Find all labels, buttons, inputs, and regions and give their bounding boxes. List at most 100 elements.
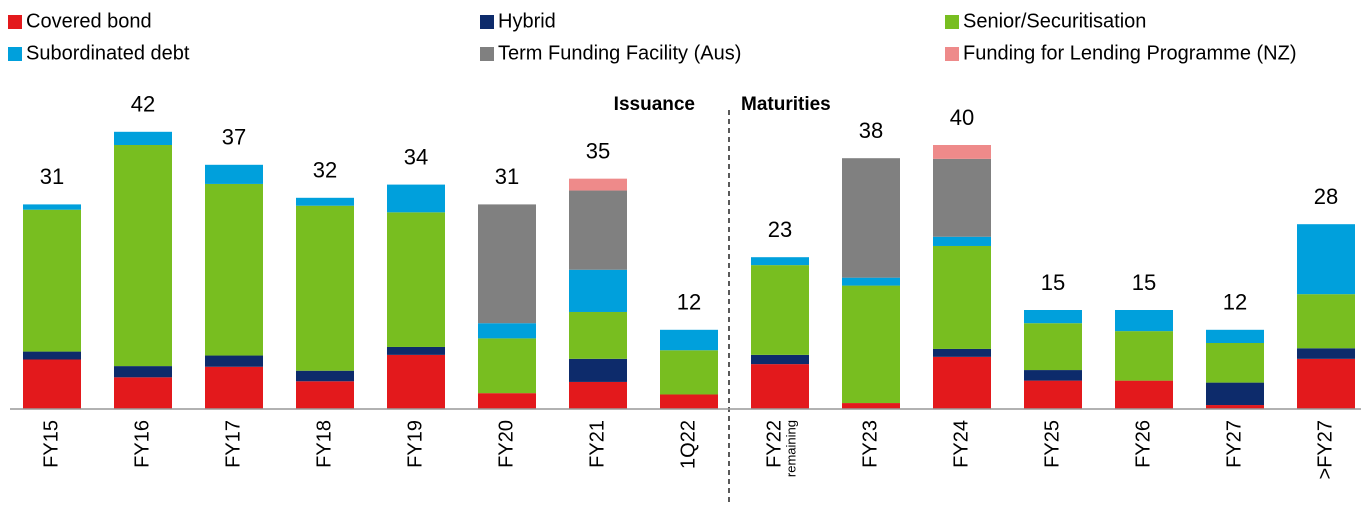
bar-segment bbox=[569, 190, 627, 270]
bar-segment bbox=[933, 348, 991, 357]
bar-segment bbox=[1115, 310, 1173, 332]
bar-segment bbox=[1206, 329, 1264, 343]
bar-segment bbox=[933, 158, 991, 237]
bar-segment bbox=[751, 265, 809, 355]
bar-segment bbox=[751, 354, 809, 365]
legend-label: Hybrid bbox=[498, 10, 556, 32]
x-tick-label: FY26 bbox=[1132, 420, 1154, 468]
bar-segment bbox=[387, 212, 445, 347]
bar-segment bbox=[205, 164, 263, 184]
bar-segment bbox=[660, 394, 718, 409]
legend-label: Funding for Lending Programme (NZ) bbox=[963, 42, 1296, 64]
bar-segment bbox=[296, 370, 354, 382]
bar-segment bbox=[569, 358, 627, 382]
total-label: 12 bbox=[677, 290, 701, 315]
total-label: 15 bbox=[1041, 270, 1065, 295]
legend-label: Senior/Securitisation bbox=[963, 10, 1146, 32]
bar-segment bbox=[114, 145, 172, 367]
total-label: 37 bbox=[222, 125, 246, 150]
x-tick-label: FY20 bbox=[495, 420, 517, 468]
x-tick-label: FY18 bbox=[313, 420, 335, 468]
bar-segment bbox=[933, 145, 991, 159]
total-label: 42 bbox=[131, 92, 155, 117]
bar-segment bbox=[842, 158, 900, 278]
bar-segment bbox=[933, 236, 991, 246]
bar-segment bbox=[1024, 370, 1082, 381]
legend-label: Covered bond bbox=[26, 10, 152, 32]
bar-segment bbox=[205, 355, 263, 367]
x-tick-sublabel: remaining bbox=[783, 420, 798, 477]
bar-segment bbox=[1206, 382, 1264, 406]
bar-segment bbox=[842, 403, 900, 409]
bar-segment bbox=[1024, 323, 1082, 371]
total-label: 38 bbox=[859, 118, 883, 143]
legend-label: Term Funding Facility (Aus) bbox=[498, 42, 741, 64]
legend-swatch bbox=[945, 47, 959, 61]
bar-segment bbox=[1297, 294, 1355, 349]
bar-segment bbox=[1206, 343, 1264, 383]
legend-swatch bbox=[480, 15, 494, 29]
bar-segment bbox=[387, 354, 445, 409]
bar-segment bbox=[933, 245, 991, 349]
x-tick-label: FY19 bbox=[404, 420, 426, 468]
x-tick-label: FY17 bbox=[222, 420, 244, 468]
bar-segment bbox=[1024, 380, 1082, 409]
bar-segment bbox=[23, 204, 81, 210]
bar-segment bbox=[1206, 405, 1264, 409]
bar-segment bbox=[205, 366, 263, 409]
bar-segment bbox=[1115, 331, 1173, 381]
bar-segment bbox=[1297, 358, 1355, 409]
bar-segment bbox=[842, 277, 900, 286]
bar-segment bbox=[1297, 348, 1355, 359]
bar-segment bbox=[114, 366, 172, 378]
x-tick-label: FY27 bbox=[1223, 420, 1245, 468]
x-tick-label: FY15 bbox=[40, 420, 62, 468]
legend-label: Subordinated debt bbox=[26, 42, 190, 64]
bar-segment bbox=[23, 359, 81, 409]
legend-swatch bbox=[8, 47, 22, 61]
x-tick-label: FY22 bbox=[763, 420, 785, 468]
bar-segment bbox=[114, 377, 172, 409]
total-label: 35 bbox=[586, 138, 610, 163]
bar-segment bbox=[1115, 380, 1173, 409]
x-tick-label: 1Q22 bbox=[677, 420, 699, 469]
total-label: 15 bbox=[1132, 270, 1156, 295]
bar-segment bbox=[387, 184, 445, 213]
total-label: 31 bbox=[495, 164, 519, 189]
bar-segment bbox=[296, 205, 354, 371]
x-tick-label: FY25 bbox=[1041, 420, 1063, 468]
x-tick-label: FY21 bbox=[586, 420, 608, 468]
bar-segment bbox=[114, 131, 172, 145]
bar-segment bbox=[933, 356, 991, 409]
legend-swatch bbox=[8, 15, 22, 29]
bar-segment bbox=[1024, 310, 1082, 324]
total-label: 28 bbox=[1314, 184, 1338, 209]
bar-segment bbox=[23, 351, 81, 360]
legend-swatch bbox=[480, 47, 494, 61]
bar-segment bbox=[478, 204, 536, 324]
legend-swatch bbox=[945, 15, 959, 29]
bar-segment bbox=[842, 285, 900, 404]
total-label: 12 bbox=[1223, 290, 1247, 315]
bar-segment bbox=[660, 350, 718, 395]
x-tick-label: FY16 bbox=[131, 420, 153, 468]
bar-segment bbox=[296, 381, 354, 409]
annotation: Maturities bbox=[741, 94, 831, 115]
x-tick-label: FY23 bbox=[859, 420, 881, 468]
bar-segment bbox=[751, 364, 809, 409]
total-label: 32 bbox=[313, 158, 337, 183]
x-tick-label: FY24 bbox=[950, 420, 972, 468]
bar-segment bbox=[23, 209, 81, 352]
annotation: Issuance bbox=[614, 94, 695, 115]
bar-segment bbox=[569, 269, 627, 312]
bar-segment bbox=[478, 393, 536, 409]
bar-segment bbox=[387, 346, 445, 355]
total-label: 34 bbox=[404, 144, 428, 169]
bar-segment bbox=[296, 197, 354, 206]
bar-segment bbox=[569, 178, 627, 191]
total-label: 23 bbox=[768, 217, 792, 242]
bar-segment bbox=[478, 323, 536, 339]
x-tick-label: >FY27 bbox=[1314, 420, 1336, 479]
bar-segment bbox=[205, 183, 263, 356]
